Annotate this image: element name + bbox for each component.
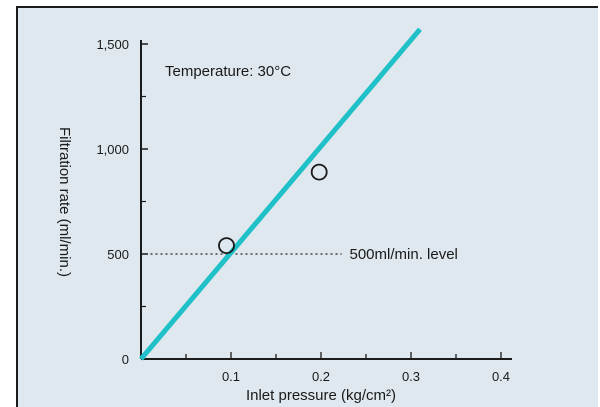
y-tick-label: 500 <box>107 247 129 262</box>
y-tick-label: 1,500 <box>96 37 129 52</box>
labels-group: Temperature: 30°C 500ml/min. level Inlet… <box>56 63 458 404</box>
y-tick-label: 0 <box>122 352 129 367</box>
y-axis-title: Filtration rate (ml/min.) <box>56 127 73 277</box>
points-group <box>218 163 328 255</box>
reference-line-label: 500ml/min. level <box>350 246 458 263</box>
series-group <box>139 27 422 361</box>
data-point <box>218 237 235 255</box>
x-tick-label: 0.2 <box>312 369 330 384</box>
x-tick-label: 0.1 <box>222 369 240 384</box>
temperature-annotation: Temperature: 30°C <box>165 63 291 80</box>
chart-panel <box>16 6 598 407</box>
x-tick-label: 0.3 <box>402 369 420 384</box>
x-tick-label: 0.4 <box>492 369 510 384</box>
data-point <box>310 163 328 181</box>
axes: 0 500 1,000 1,500 0.1 0.2 0.3 0.4 <box>96 37 512 384</box>
y-tick-label: 1,000 <box>96 142 129 157</box>
series-line <box>139 27 422 361</box>
x-axis-title: Inlet pressure (kg/cm²) <box>246 387 396 404</box>
